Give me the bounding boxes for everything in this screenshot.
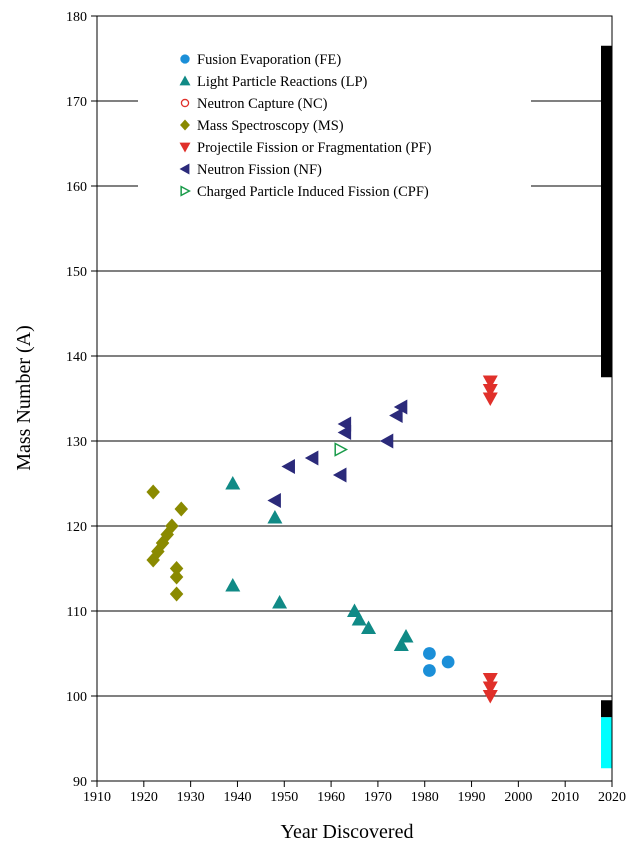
point-s5-5 (337, 425, 352, 440)
y-tick-label-120: 120 (66, 520, 87, 535)
legend-label-5: Neutron Fission (NF) (197, 162, 322, 178)
point-s3-8 (169, 586, 184, 602)
legend-marker-6 (180, 185, 191, 197)
x-tick-label-1940: 1940 (223, 790, 251, 805)
legend-label-3: Mass Spectroscopy (MS) (197, 118, 344, 134)
side-bar-3 (601, 717, 612, 769)
x-tick-label-1930: 1930 (177, 790, 205, 805)
y-tick-label-140: 140 (66, 350, 87, 365)
legend-marker-1 (179, 75, 191, 86)
point-s4-0 (482, 375, 498, 389)
point-s1-8 (398, 629, 414, 643)
point-s4-3 (482, 673, 498, 687)
legend-marker-5 (179, 163, 190, 175)
point-s0-2 (441, 655, 455, 669)
legend-label-6: Charged Particle Induced Fission (CPF) (197, 184, 429, 200)
point-s5-8 (393, 399, 408, 415)
legend-marker-3 (180, 119, 190, 131)
data-points (146, 375, 498, 704)
point-s1-7 (393, 637, 409, 651)
x-tick-label-2000: 2000 (504, 790, 532, 805)
point-s0-1 (423, 664, 436, 677)
legend-marker-0 (180, 54, 190, 64)
plot-frame (96, 15, 613, 782)
legend-label-1: Light Particle Reactions (LP) (197, 74, 368, 90)
side-bar-1 (601, 45, 612, 378)
point-s3-6 (169, 561, 184, 576)
x-axis-title: Year Discovered (281, 821, 414, 843)
point-s1-1 (225, 578, 241, 592)
legend-marker-2 (180, 98, 190, 108)
point-s4-4 (482, 681, 498, 695)
legend-label-0: Fusion Evaporation (FE) (197, 52, 341, 68)
point-s4-1 (482, 384, 498, 398)
x-axis: 1910 1920 1930 1940 1950 1960 1970 1980 1990 2000… (83, 781, 626, 805)
x-tick-label-1920: 1920 (130, 790, 158, 805)
y-tick-label-100: 100 (66, 690, 87, 705)
point-s4-5 (482, 690, 498, 704)
point-s1-2 (267, 510, 283, 524)
point-s5-6 (379, 433, 394, 449)
y-tick-label-170: 170 (66, 95, 87, 110)
point-s5-1 (281, 459, 295, 474)
legend-marker-4 (179, 142, 191, 153)
x-tick-label-2020: 2020 (598, 790, 626, 805)
y-tick-label-180: 180 (66, 10, 87, 25)
y-tick-label-90: 90 (73, 775, 87, 790)
legend-label-4: Projectile Fission or Fragmentation (PF) (197, 140, 432, 156)
point-s1-6 (361, 620, 377, 634)
point-s5-0 (267, 493, 281, 508)
side-bar-2 (601, 700, 612, 718)
legend-box (138, 40, 531, 240)
point-s0-0 (423, 647, 436, 660)
point-s5-3 (332, 467, 347, 483)
point-s6-0 (334, 442, 349, 457)
legend-label-2: Neutron Capture (NC) (197, 96, 328, 112)
y-axis: 90 100 110 120 130 140 150 160 170 180 (66, 10, 97, 790)
point-s1-3 (272, 595, 288, 609)
y-tick-label-150: 150 (66, 265, 87, 280)
point-s3-7 (169, 569, 184, 585)
x-tick-label-1980: 1980 (411, 790, 439, 805)
point-s5-2 (304, 450, 319, 466)
y-tick-label-130: 130 (66, 435, 87, 450)
point-s1-0 (225, 476, 241, 490)
x-tick-label-1990: 1990 (458, 790, 486, 805)
y-tick-label-160: 160 (66, 180, 87, 195)
point-s1-5 (351, 612, 367, 626)
y-tick-label-110: 110 (67, 605, 87, 620)
point-s4-2 (482, 392, 498, 406)
point-s3-0 (146, 484, 160, 500)
x-tick-label-1910: 1910 (83, 790, 111, 805)
point-s1-4 (347, 603, 362, 617)
y-axis-title: Mass Number (A) (13, 325, 35, 471)
point-s3-5 (165, 518, 179, 534)
x-tick-label-1960: 1960 (317, 790, 345, 805)
side-bars (601, 45, 612, 769)
x-tick-label-1950: 1950 (270, 790, 298, 805)
point-s3-9 (174, 501, 189, 517)
legend: Fusion Evaporation (FE) Light Particle Re… (179, 52, 432, 200)
legend-background (138, 40, 531, 240)
x-tick-label-2010: 2010 (551, 790, 579, 805)
x-tick-label-1970: 1970 (364, 790, 392, 805)
point-s5-7 (389, 408, 403, 423)
